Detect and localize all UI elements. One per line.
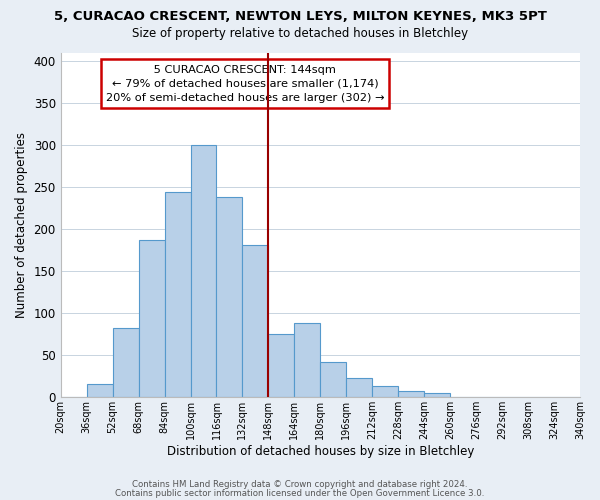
Bar [139,240,164,397]
Bar [268,334,295,397]
Text: 5, CURACAO CRESCENT, NEWTON LEYS, MILTON KEYNES, MK3 5PT: 5, CURACAO CRESCENT, NEWTON LEYS, MILTON… [53,10,547,23]
Text: Contains public sector information licensed under the Open Government Licence 3.: Contains public sector information licen… [115,488,485,498]
Bar [346,378,372,397]
Bar [242,245,268,397]
Text: Size of property relative to detached houses in Bletchley: Size of property relative to detached ho… [132,28,468,40]
Y-axis label: Number of detached properties: Number of detached properties [15,132,28,318]
Bar [217,197,242,397]
Bar [424,394,450,397]
Bar [86,384,113,397]
Bar [398,391,424,397]
Bar [372,386,398,397]
Bar [191,145,217,397]
Bar [113,328,139,397]
Text: Contains HM Land Registry data © Crown copyright and database right 2024.: Contains HM Land Registry data © Crown c… [132,480,468,489]
Text: 5 CURACAO CRESCENT: 144sqm 
← 79% of detached houses are smaller (1,174)
20% of : 5 CURACAO CRESCENT: 144sqm ← 79% of deta… [106,64,384,102]
Bar [295,323,320,397]
Bar [320,362,346,397]
Bar [164,192,191,397]
X-axis label: Distribution of detached houses by size in Bletchley: Distribution of detached houses by size … [167,444,474,458]
